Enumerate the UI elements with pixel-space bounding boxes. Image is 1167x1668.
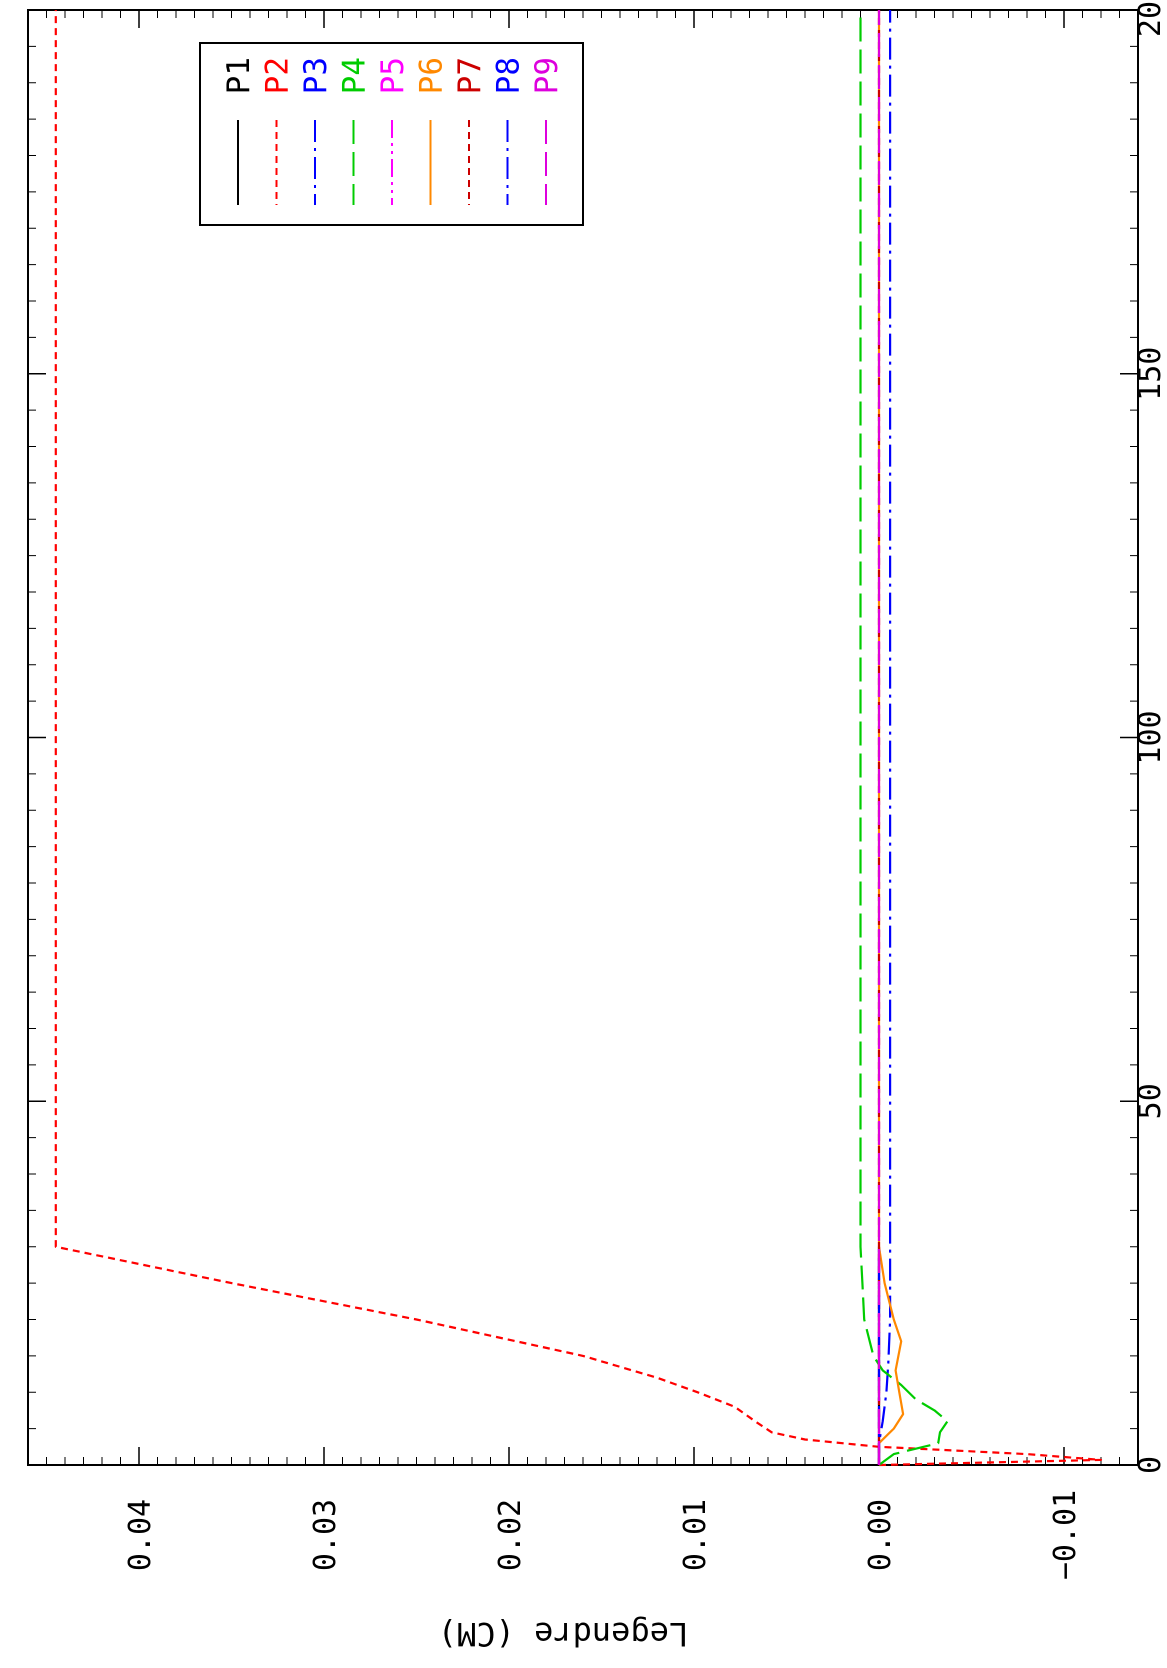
ticks-layer: [27, 9, 1139, 1466]
x-tick-label: 100: [1133, 710, 1167, 764]
y-tick-label: 0.03: [308, 1499, 343, 1571]
legend-label-p4: P4: [337, 57, 373, 94]
legend-label-p6: P6: [414, 57, 450, 94]
x-tick-label: 0: [1133, 1456, 1167, 1474]
y-axis-title: Legendre (CM): [438, 1615, 688, 1653]
y-tick-label: 0.04: [123, 1499, 158, 1571]
y-tick-label: 0.01: [678, 1499, 713, 1571]
x-tick-label: 150: [1133, 347, 1167, 401]
y-tick-label: 0.02: [493, 1499, 528, 1571]
labels-layer: 0 50 100 150 200 0.04 0.03 0.02 0.01 0.00 −0.01 Leg…: [123, 0, 1167, 1653]
plot-frame-layer: [27, 9, 1139, 1466]
plot-frame: [27, 9, 1139, 1466]
legend-label-p7: P7: [452, 57, 488, 94]
x-tick-label: 200: [1133, 0, 1167, 37]
legend-label-p5: P5: [375, 57, 411, 94]
legend-layer: P1 P2 P3 P4 P5 P6 P7 P8 P9: [199, 42, 584, 226]
series-line-p6: [877, 10, 905, 1465]
y-tick-label: 0.00: [863, 1499, 898, 1571]
series-line-p4: [859, 10, 949, 1466]
x-tick-label: 50: [1133, 1083, 1167, 1119]
series-line-p2: [54, 10, 1103, 1467]
y-tick-label: −0.01: [1048, 1490, 1083, 1580]
legend-label-p2: P2: [260, 57, 296, 94]
series-layer: [54, 10, 1103, 1467]
series-line-p3: [877, 10, 892, 1465]
legend-label-p9: P9: [529, 57, 565, 94]
legend-label-p8: P8: [491, 57, 527, 94]
legend-label-p1: P1: [221, 57, 257, 94]
legend-label-p3: P3: [298, 57, 334, 94]
